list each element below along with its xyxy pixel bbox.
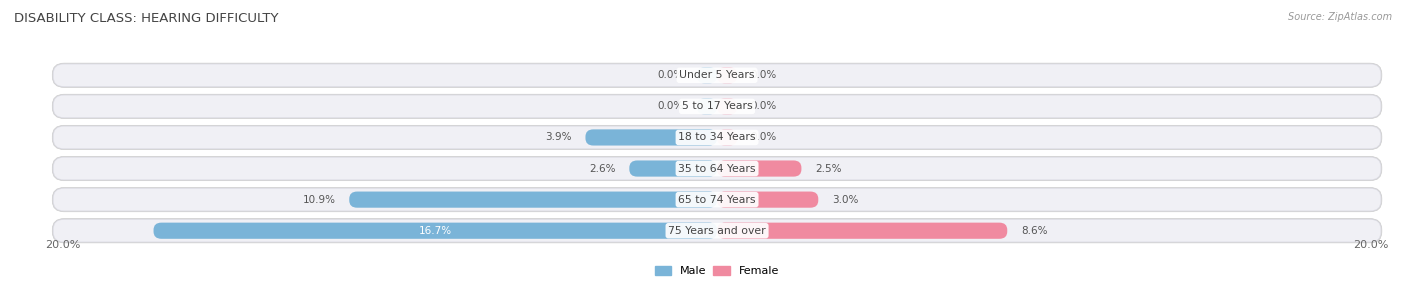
- Text: 0.0%: 0.0%: [751, 70, 778, 80]
- FancyBboxPatch shape: [52, 63, 1382, 88]
- Text: 0.0%: 0.0%: [751, 132, 778, 143]
- Text: Source: ZipAtlas.com: Source: ZipAtlas.com: [1288, 12, 1392, 22]
- Text: 35 to 64 Years: 35 to 64 Years: [678, 163, 756, 174]
- Text: 20.0%: 20.0%: [1353, 240, 1389, 250]
- FancyBboxPatch shape: [53, 95, 1381, 117]
- FancyBboxPatch shape: [717, 129, 737, 146]
- Text: 5 to 17 Years: 5 to 17 Years: [682, 101, 752, 111]
- Legend: Male, Female: Male, Female: [651, 261, 783, 281]
- FancyBboxPatch shape: [585, 129, 717, 146]
- Text: 75 Years and over: 75 Years and over: [668, 226, 766, 236]
- FancyBboxPatch shape: [697, 98, 717, 114]
- Text: 3.9%: 3.9%: [546, 132, 572, 143]
- FancyBboxPatch shape: [52, 156, 1382, 181]
- Text: 3.0%: 3.0%: [832, 195, 858, 205]
- FancyBboxPatch shape: [52, 218, 1382, 243]
- FancyBboxPatch shape: [717, 67, 737, 83]
- Text: 18 to 34 Years: 18 to 34 Years: [678, 132, 756, 143]
- Text: 2.6%: 2.6%: [589, 163, 616, 174]
- Text: Under 5 Years: Under 5 Years: [679, 70, 755, 80]
- FancyBboxPatch shape: [53, 64, 1381, 86]
- Text: DISABILITY CLASS: HEARING DIFFICULTY: DISABILITY CLASS: HEARING DIFFICULTY: [14, 12, 278, 25]
- Text: 10.9%: 10.9%: [302, 195, 336, 205]
- Text: 16.7%: 16.7%: [419, 226, 451, 236]
- FancyBboxPatch shape: [717, 223, 1007, 239]
- FancyBboxPatch shape: [717, 98, 737, 114]
- FancyBboxPatch shape: [717, 160, 801, 177]
- Text: 0.0%: 0.0%: [657, 70, 683, 80]
- FancyBboxPatch shape: [717, 192, 818, 208]
- Text: 65 to 74 Years: 65 to 74 Years: [678, 195, 756, 205]
- Text: 2.5%: 2.5%: [815, 163, 841, 174]
- Text: 0.0%: 0.0%: [657, 101, 683, 111]
- FancyBboxPatch shape: [52, 125, 1382, 150]
- Text: 8.6%: 8.6%: [1021, 226, 1047, 236]
- FancyBboxPatch shape: [349, 192, 717, 208]
- FancyBboxPatch shape: [53, 189, 1381, 211]
- Text: 20.0%: 20.0%: [45, 240, 82, 250]
- Text: 0.0%: 0.0%: [751, 101, 778, 111]
- FancyBboxPatch shape: [630, 160, 717, 177]
- FancyBboxPatch shape: [53, 220, 1381, 242]
- FancyBboxPatch shape: [52, 94, 1382, 118]
- FancyBboxPatch shape: [697, 67, 717, 83]
- FancyBboxPatch shape: [53, 158, 1381, 179]
- FancyBboxPatch shape: [53, 127, 1381, 148]
- FancyBboxPatch shape: [52, 188, 1382, 212]
- FancyBboxPatch shape: [153, 223, 717, 239]
